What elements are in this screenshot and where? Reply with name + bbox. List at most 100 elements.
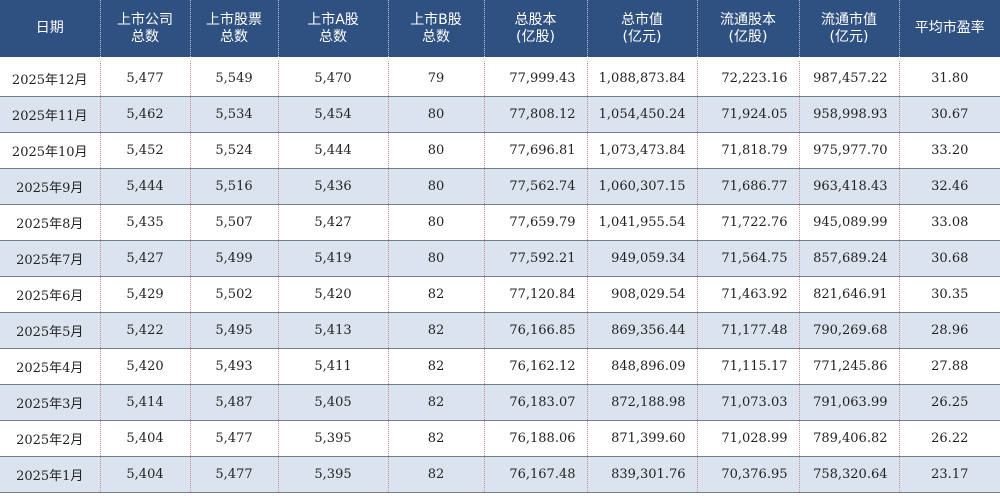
header-label-line: (亿股): [728, 28, 768, 45]
cell-average-pe: 30.68: [898, 240, 1000, 277]
cell-float-market-value: 958,998.93: [798, 96, 899, 133]
cell-listed-stocks: 5,495: [189, 312, 278, 349]
cell-total-shares: 76,188.06: [483, 420, 587, 457]
cell-date: 2025年4月: [0, 348, 100, 385]
table-row: 2025年8月 5,435 5,507 5,427 80 77,659.79 1,041,9…: [0, 204, 1000, 241]
cell-total-shares: 77,808.12: [483, 96, 587, 133]
header-listed-stocks: 上市股票 总数: [189, 0, 278, 61]
cell-date: 2025年7月: [0, 240, 100, 277]
header-row: 日期 上市公司 总数 上市股票 总数 上市A股 总数 上市B股 总数 总股本 (亿股) 总市值 (亿元)…: [0, 0, 1000, 61]
cell-b-shares: 80: [387, 132, 484, 169]
header-label-line: 上市股票: [206, 11, 262, 28]
cell-average-pe: 33.20: [898, 132, 1000, 169]
cell-b-shares: 82: [387, 456, 484, 493]
cell-average-pe: 26.22: [898, 420, 1000, 457]
cell-total-market-value: 1,088,873.84: [586, 57, 697, 97]
cell-a-shares: 5,413: [277, 312, 388, 349]
cell-total-shares: 77,659.79: [483, 204, 587, 241]
table-row: 2025年12月 5,477 5,549 5,470 79 77,999.43 1,088,…: [0, 57, 1000, 97]
cell-float-shares: 71,818.79: [696, 132, 799, 169]
cell-listed-stocks: 5,493: [189, 348, 278, 385]
table-row: 2025年5月 5,422 5,495 5,413 82 76,166.85 869,356…: [0, 312, 1000, 349]
cell-total-shares: 76,162.12: [483, 348, 587, 385]
cell-listed-companies: 5,477: [99, 57, 190, 97]
cell-a-shares: 5,470: [277, 57, 388, 97]
cell-listed-companies: 5,452: [99, 132, 190, 169]
cell-listed-stocks: 5,507: [189, 204, 278, 241]
header-b-shares: 上市B股 总数: [387, 0, 484, 61]
cell-a-shares: 5,405: [277, 384, 388, 421]
cell-float-market-value: 790,269.68: [798, 312, 899, 349]
cell-total-market-value: 1,041,955.54: [586, 204, 697, 241]
cell-total-market-value: 848,896.09: [586, 348, 697, 385]
cell-average-pe: 27.88: [898, 348, 1000, 385]
cell-date: 2025年8月: [0, 204, 100, 241]
cell-date: 2025年12月: [0, 57, 100, 97]
cell-total-shares: 77,592.21: [483, 240, 587, 277]
cell-a-shares: 5,444: [277, 132, 388, 169]
cell-average-pe: 26.25: [898, 384, 1000, 421]
table-body: 2025年12月 5,477 5,549 5,470 79 77,999.43 1,088,…: [0, 57, 1000, 493]
cell-listed-stocks: 5,502: [189, 276, 278, 313]
cell-a-shares: 5,419: [277, 240, 388, 277]
cell-float-shares: 71,463.92: [696, 276, 799, 313]
cell-total-market-value: 869,356.44: [586, 312, 697, 349]
cell-b-shares: 82: [387, 384, 484, 421]
header-a-shares: 上市A股 总数: [277, 0, 388, 61]
cell-float-shares: 71,686.77: [696, 168, 799, 205]
header-label-line: 总数: [131, 28, 159, 45]
header-total-market-value: 总市值 (亿元): [586, 0, 697, 61]
cell-listed-stocks: 5,516: [189, 168, 278, 205]
table-row: 2025年4月 5,420 5,493 5,411 82 76,162.12 848,896…: [0, 348, 1000, 385]
cell-average-pe: 33.08: [898, 204, 1000, 241]
header-label-line: 上市B股: [410, 11, 462, 28]
cell-date: 2025年1月: [0, 456, 100, 493]
cell-date: 2025年6月: [0, 276, 100, 313]
cell-b-shares: 82: [387, 312, 484, 349]
cell-float-market-value: 945,089.99: [798, 204, 899, 241]
table-row: 2025年3月 5,414 5,487 5,405 82 76,183.07 872,188…: [0, 384, 1000, 421]
cell-average-pe: 28.96: [898, 312, 1000, 349]
cell-b-shares: 82: [387, 420, 484, 457]
header-label-line: 总数: [220, 28, 248, 45]
header-float-market-value: 流通市值 (亿元): [798, 0, 899, 61]
cell-a-shares: 5,395: [277, 456, 388, 493]
cell-float-market-value: 771,245.86: [798, 348, 899, 385]
table-row: 2025年2月 5,404 5,477 5,395 82 76,188.06 871,399…: [0, 420, 1000, 457]
cell-b-shares: 80: [387, 204, 484, 241]
cell-listed-companies: 5,427: [99, 240, 190, 277]
cell-float-shares: 71,115.17: [696, 348, 799, 385]
header-listed-companies: 上市公司 总数: [99, 0, 190, 61]
cell-listed-stocks: 5,477: [189, 420, 278, 457]
cell-total-shares: 77,120.84: [483, 276, 587, 313]
cell-average-pe: 23.17: [898, 456, 1000, 493]
cell-float-market-value: 857,689.24: [798, 240, 899, 277]
cell-float-shares: 71,722.76: [696, 204, 799, 241]
header-label-line: 总数: [319, 28, 347, 45]
cell-listed-companies: 5,404: [99, 420, 190, 457]
table-row: 2025年6月 5,429 5,502 5,420 82 77,120.84 908,029…: [0, 276, 1000, 313]
cell-date: 2025年3月: [0, 384, 100, 421]
table-row: 2025年1月 5,404 5,477 5,395 82 76,167.48 839,301…: [0, 456, 1000, 493]
cell-total-market-value: 949,059.34: [586, 240, 697, 277]
cell-listed-stocks: 5,534: [189, 96, 278, 133]
cell-listed-companies: 5,429: [99, 276, 190, 313]
cell-average-pe: 30.67: [898, 96, 1000, 133]
cell-listed-stocks: 5,524: [189, 132, 278, 169]
cell-total-shares: 77,696.81: [483, 132, 587, 169]
cell-date: 2025年11月: [0, 96, 100, 133]
cell-float-market-value: 791,063.99: [798, 384, 899, 421]
table-row: 2025年7月 5,427 5,499 5,419 80 77,592.21 949,059…: [0, 240, 1000, 277]
header-label-line: (亿股): [516, 28, 555, 45]
header-total-shares: 总股本 (亿股): [483, 0, 587, 61]
cell-float-shares: 71,177.48: [696, 312, 799, 349]
cell-total-shares: 76,166.85: [483, 312, 587, 349]
cell-b-shares: 82: [387, 348, 484, 385]
cell-float-shares: 71,924.05: [696, 96, 799, 133]
cell-total-market-value: 871,399.60: [586, 420, 697, 457]
cell-a-shares: 5,436: [277, 168, 388, 205]
cell-total-market-value: 1,054,450.24: [586, 96, 697, 133]
cell-listed-companies: 5,462: [99, 96, 190, 133]
header-label-line: 日期: [35, 20, 64, 36]
